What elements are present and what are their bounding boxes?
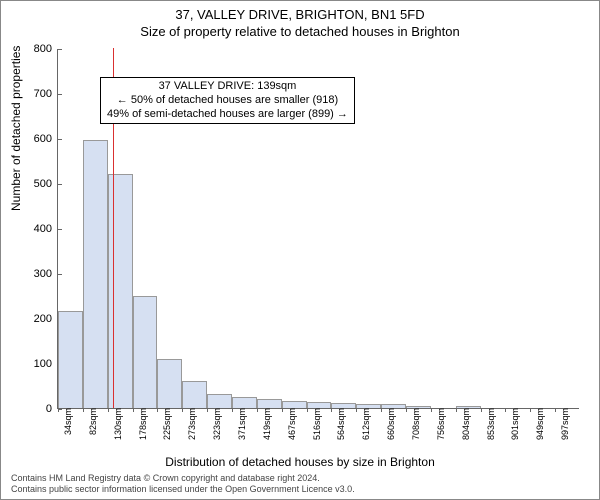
x-tick: 273sqm — [185, 408, 197, 440]
annotation-line: ← 50% of detached houses are smaller (91… — [107, 94, 348, 108]
footer-line-2: Contains public sector information licen… — [11, 484, 355, 495]
histogram-bar — [207, 394, 232, 408]
y-tick: 600 — [28, 133, 58, 145]
x-tick-mark — [157, 408, 158, 412]
x-tick: 467sqm — [285, 408, 297, 440]
x-tick-mark — [381, 408, 382, 412]
x-tick-mark — [456, 408, 457, 412]
x-tick: 82sqm — [86, 408, 98, 435]
y-tick: 100 — [28, 358, 58, 370]
y-tick: 0 — [28, 403, 58, 415]
annotation-line: 49% of semi-detached houses are larger (… — [107, 108, 348, 122]
histogram-bar — [83, 140, 108, 408]
histogram-bar — [58, 311, 83, 408]
x-tick: 34sqm — [61, 408, 73, 435]
x-tick-mark — [431, 408, 432, 412]
x-tick: 756sqm — [434, 408, 446, 440]
x-tick-mark — [331, 408, 332, 412]
histogram-bar — [307, 402, 332, 408]
x-tick: 564sqm — [334, 408, 346, 440]
chart-subtitle: Size of property relative to detached ho… — [1, 24, 599, 39]
y-tick: 300 — [28, 268, 58, 280]
histogram-bar — [406, 406, 431, 408]
y-tick: 400 — [28, 223, 58, 235]
histogram-bar — [331, 403, 356, 408]
histogram-bar — [108, 174, 133, 408]
x-tick: 516sqm — [310, 408, 322, 440]
histogram-bar — [157, 359, 182, 409]
y-tick: 800 — [28, 43, 58, 55]
x-tick-mark — [133, 408, 134, 412]
chart-container: 37, VALLEY DRIVE, BRIGHTON, BN1 5FD Size… — [0, 0, 600, 500]
histogram-bar — [282, 401, 307, 408]
histogram-bar — [257, 399, 282, 408]
x-tick: 804sqm — [459, 408, 471, 440]
plot-area: 010020030040050060070080034sqm82sqm130sq… — [57, 49, 579, 409]
histogram-bar — [182, 381, 207, 408]
annotation-line: 37 VALLEY DRIVE: 139sqm — [107, 80, 348, 94]
x-tick-mark — [555, 408, 556, 412]
y-tick: 700 — [28, 88, 58, 100]
footer-line-1: Contains HM Land Registry data © Crown c… — [11, 473, 355, 484]
x-tick-mark — [232, 408, 233, 412]
x-tick: 660sqm — [384, 408, 396, 440]
x-tick: 901sqm — [508, 408, 520, 440]
x-tick: 612sqm — [359, 408, 371, 440]
histogram-bar — [133, 296, 158, 409]
histogram-bar — [232, 397, 257, 408]
y-tick: 200 — [28, 313, 58, 325]
footer: Contains HM Land Registry data © Crown c… — [11, 473, 355, 495]
y-tick: 500 — [28, 178, 58, 190]
x-tick: 949sqm — [533, 408, 545, 440]
x-axis-label: Distribution of detached houses by size … — [1, 455, 599, 469]
x-tick: 708sqm — [409, 408, 421, 440]
x-tick-mark — [406, 408, 407, 412]
x-tick: 997sqm — [558, 408, 570, 440]
x-tick: 178sqm — [136, 408, 148, 440]
x-tick: 419sqm — [260, 408, 272, 440]
x-tick-mark — [530, 408, 531, 412]
x-tick-mark — [481, 408, 482, 412]
x-tick: 371sqm — [235, 408, 247, 440]
y-axis-label: Number of detached properties — [9, 46, 23, 211]
x-tick-mark — [108, 408, 109, 412]
histogram-bar — [356, 404, 381, 409]
chart-area: 010020030040050060070080034sqm82sqm130sq… — [57, 49, 579, 409]
x-tick-mark — [282, 408, 283, 412]
histogram-bar — [456, 406, 481, 408]
x-tick: 323sqm — [210, 408, 222, 440]
x-tick-mark — [83, 408, 84, 412]
x-tick: 225sqm — [160, 408, 172, 440]
x-tick-mark — [307, 408, 308, 412]
x-tick: 853sqm — [484, 408, 496, 440]
x-tick-mark — [505, 408, 506, 412]
annotation-box: 37 VALLEY DRIVE: 139sqm← 50% of detached… — [100, 77, 355, 124]
x-tick-mark — [207, 408, 208, 412]
x-tick-mark — [182, 408, 183, 412]
x-tick: 130sqm — [111, 408, 123, 440]
page-title: 37, VALLEY DRIVE, BRIGHTON, BN1 5FD — [1, 7, 599, 22]
x-tick-mark — [58, 408, 59, 412]
x-tick-mark — [257, 408, 258, 412]
histogram-bar — [381, 404, 406, 408]
x-tick-mark — [356, 408, 357, 412]
